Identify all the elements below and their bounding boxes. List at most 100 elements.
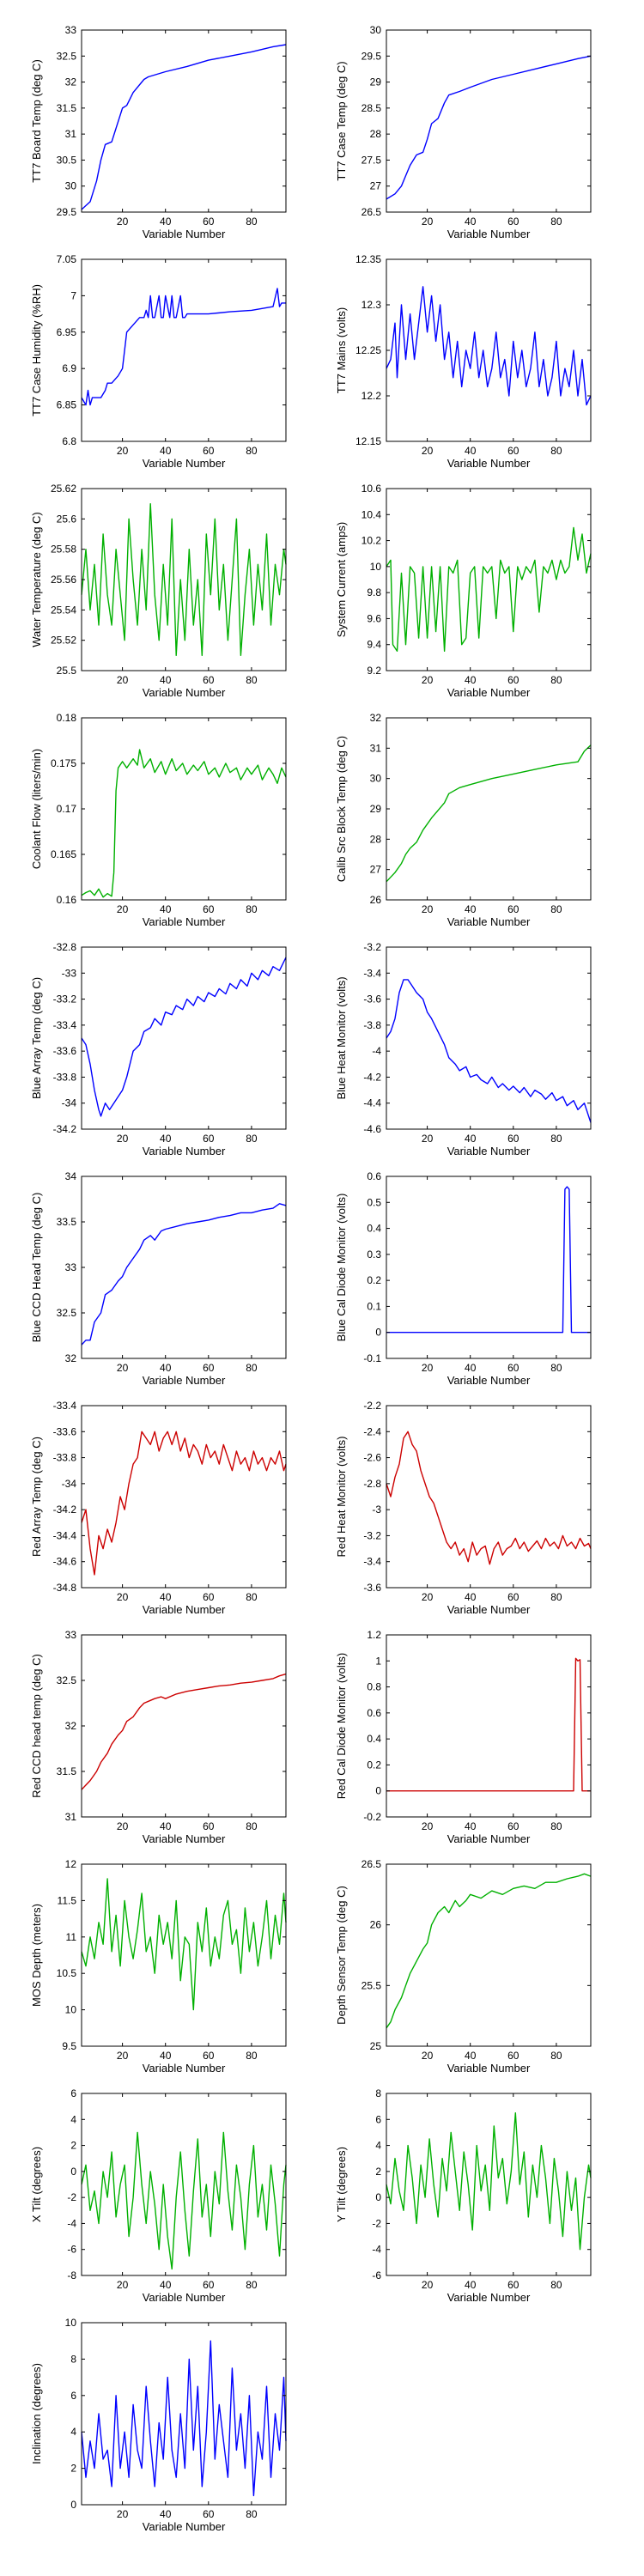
chart-10-ytick-label: -4 xyxy=(372,1045,381,1057)
chart-4: 12.15 12.2 12.25 12.3 12.35 20 40 60 80 Variable … xyxy=(335,253,592,470)
chart-1-xtick-label: 20 xyxy=(117,216,129,228)
chart-2-ytick-label: 26.5 xyxy=(361,206,382,218)
chart-19-xtick-label: 60 xyxy=(203,2279,215,2291)
chart-19-xtick-label: 80 xyxy=(246,2279,258,2291)
chart-16-ytick-label: 1 xyxy=(375,1655,381,1667)
chart-14-ylabel: Red Heat Monitor (volts) xyxy=(335,1437,348,1558)
chart-19-ytick-label: 6 xyxy=(70,2087,76,2099)
chart-6-ytick-label: 10.6 xyxy=(361,483,382,495)
chart-18-xtick-label: 40 xyxy=(465,2050,477,2062)
chart-18-ytick-label: 25.5 xyxy=(361,1979,382,1991)
chart-1-ytick-label: 32.5 xyxy=(57,50,77,62)
chart-20-plot-area xyxy=(386,2093,592,2276)
chart-1-series-line xyxy=(81,44,287,210)
chart-21-ytick-label: 6 xyxy=(70,2390,76,2402)
chart-18-xtick-label: 20 xyxy=(422,2050,434,2062)
chart-17: 9.5 10 10.5 11 11.5 12 20 40 60 80 Variable Number… xyxy=(30,1858,287,2075)
chart-6-ytick-label: 9.2 xyxy=(367,665,381,677)
chart-10-series-line xyxy=(386,979,592,1123)
chart-18-series-line xyxy=(386,1873,592,2029)
chart-10-xtick-label: 20 xyxy=(422,1133,434,1145)
chart-17-ylabel: MOS Depth (meters) xyxy=(30,1904,43,2007)
chart-5-xlabel: Variable Number xyxy=(143,686,226,699)
chart-3-series-line xyxy=(81,288,286,406)
chart-9-plot-area xyxy=(81,946,287,1130)
chart-21-xlabel: Variable Number xyxy=(143,2520,226,2533)
chart-4-ytick-label: 12.15 xyxy=(355,435,381,447)
chart-13-ytick-label: -34 xyxy=(62,1478,77,1490)
chart-16-xtick-label: 60 xyxy=(507,1820,519,1832)
chart-4-ytick-label: 12.2 xyxy=(361,390,382,402)
chart-20-series-line xyxy=(386,2111,592,2251)
chart-21-ylabel: Inclination (degrees) xyxy=(30,2363,43,2464)
chart-16-ytick-label: 0.4 xyxy=(367,1733,381,1745)
chart-15-xlabel: Variable Number xyxy=(143,1832,226,1845)
chart-4-xtick-label: 20 xyxy=(422,445,434,457)
chart-9-xtick-label: 40 xyxy=(160,1133,172,1145)
chart-11-xtick-label: 60 xyxy=(203,1362,215,1374)
chart-5-ytick-label: 25.58 xyxy=(51,544,76,556)
chart-13-xtick-label: 40 xyxy=(160,1591,172,1603)
chart-9-ytick-label: -33.4 xyxy=(53,1019,77,1031)
chart-18-xtick-label: 60 xyxy=(507,2050,519,2062)
chart-17-ytick-label: 12 xyxy=(65,1858,77,1870)
chart-19-xtick-label: 20 xyxy=(117,2279,129,2291)
chart-21-xtick-label: 80 xyxy=(246,2508,258,2520)
chart-20-ytick-label: -6 xyxy=(372,2269,381,2281)
chart-2-series-line xyxy=(386,55,592,200)
chart-17-ytick-label: 11 xyxy=(66,1931,77,1943)
chart-1-ytick-label: 30.5 xyxy=(57,154,77,166)
chart-21-ytick-label: 4 xyxy=(70,2426,76,2438)
chart-16-xtick-label: 40 xyxy=(465,1820,477,1832)
chart-12-ytick-label: 0.2 xyxy=(367,1274,381,1286)
chart-9-ytick-label: -33.8 xyxy=(53,1071,77,1083)
chart-15-series-line xyxy=(81,1673,287,1790)
chart-14-xtick-label: 80 xyxy=(550,1591,562,1603)
chart-7-ytick-label: 0.165 xyxy=(51,848,76,860)
chart-19: -8 -6 -4 -2 0 2 4 6 20 40 60 80 Variable Number X Til… xyxy=(30,2087,287,2304)
chart-11-xlabel: Variable Number xyxy=(143,1374,226,1387)
chart-6-ytick-label: 10 xyxy=(370,561,382,573)
chart-2-plot-area xyxy=(386,29,592,213)
chart-8-xtick-label: 40 xyxy=(465,903,477,915)
chart-9-ytick-label: -33.2 xyxy=(53,993,77,1005)
chart-8-ytick-label: 32 xyxy=(370,712,382,724)
chart-3-ytick-label: 6.85 xyxy=(57,399,77,411)
chart-14-series-line xyxy=(386,1431,592,1565)
chart-5-ytick-label: 25.62 xyxy=(51,483,76,495)
chart-5-xtick-label: 40 xyxy=(160,674,172,686)
chart-19-plot-area xyxy=(81,2093,287,2276)
chart-4-ylabel: TT7 Mains (volts) xyxy=(335,307,348,393)
chart-2-ylabel: TT7 Case Temp (deg C) xyxy=(335,61,348,180)
chart-11-xtick-label: 40 xyxy=(160,1362,172,1374)
chart-4-series-line xyxy=(386,286,592,406)
chart-11-ytick-label: 33.5 xyxy=(57,1216,77,1228)
chart-20-xtick-label: 80 xyxy=(550,2279,562,2291)
chart-7-series-line xyxy=(81,749,287,898)
chart-9-ytick-label: -33 xyxy=(62,967,77,979)
chart-3-ytick-label: 6.9 xyxy=(62,362,76,374)
chart-10-ytick-label: -4.4 xyxy=(363,1097,381,1109)
chart-12-ytick-label: 0.1 xyxy=(367,1300,381,1312)
chart-6-xtick-label: 80 xyxy=(550,674,562,686)
chart-13-xtick-label: 80 xyxy=(246,1591,258,1603)
chart-11-ylabel: Blue CCD Head Temp (deg C) xyxy=(30,1193,43,1343)
chart-6-series-line xyxy=(386,526,592,652)
chart-3-xlabel: Variable Number xyxy=(143,457,226,470)
chart-15-ylabel: Red CCD head temp (deg C) xyxy=(30,1654,43,1798)
chart-18-xtick-label: 80 xyxy=(550,2050,562,2062)
chart-21-xtick-label: 60 xyxy=(203,2508,215,2520)
chart-15-xtick-label: 40 xyxy=(160,1820,172,1832)
chart-15: 31 31.5 32 32.5 33 20 40 60 80 Variable Number Red… xyxy=(30,1629,287,1845)
chart-12-plot-area xyxy=(386,1176,592,1359)
chart-16-ylabel: Red Cal Diode Monitor (volts) xyxy=(335,1653,348,1800)
chart-14-ytick-label: -2.6 xyxy=(363,1452,381,1464)
chart-5-ytick-label: 25.52 xyxy=(51,635,76,647)
chart-18-ytick-label: 26 xyxy=(370,1919,382,1931)
chart-8-ytick-label: 28 xyxy=(370,833,382,845)
chart-21-xtick-label: 20 xyxy=(117,2508,129,2520)
chart-14-ytick-label: -2.8 xyxy=(363,1478,381,1490)
chart-4-xtick-label: 40 xyxy=(465,445,477,457)
chart-9-series-line xyxy=(81,957,287,1117)
chart-20-ytick-label: 4 xyxy=(375,2140,381,2152)
